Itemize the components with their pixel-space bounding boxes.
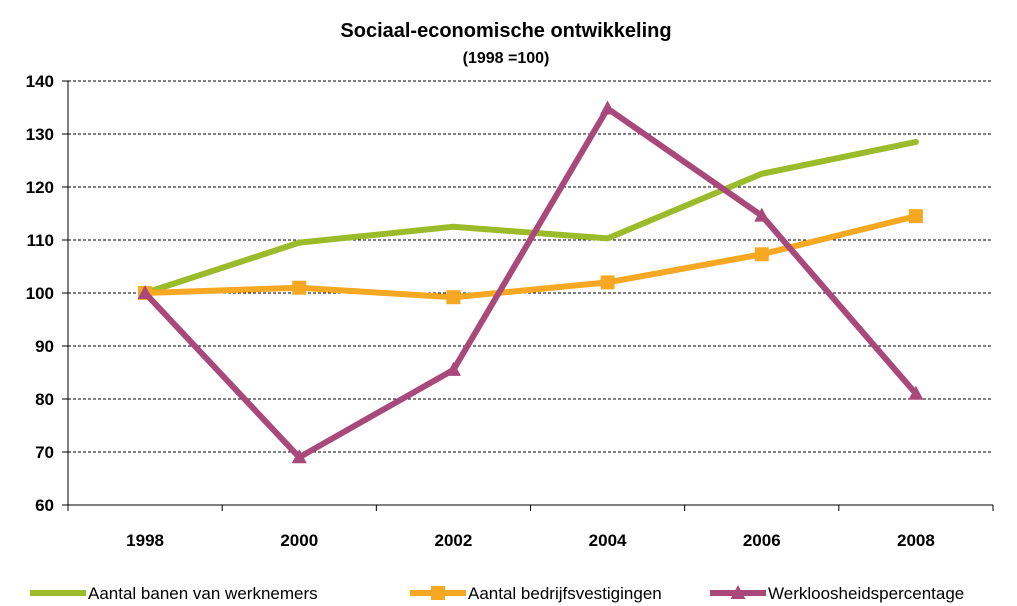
legend-item-2: Aantal bedrijfsvestigingen xyxy=(410,584,662,603)
legend: Aantal banen van werknemers Aantal bedrij… xyxy=(30,584,964,603)
x-tick-label-2002: 2002 xyxy=(435,531,473,550)
series-line-3 xyxy=(142,105,919,461)
y-tick-label-130: 130 xyxy=(26,125,54,144)
legend-marker xyxy=(431,586,445,600)
y-axis-ticks: 60 70 80 90 100 110 120 130 140 xyxy=(26,72,68,515)
legend-item-1: Aantal banen van werknemers xyxy=(30,584,318,603)
legend-marker xyxy=(730,585,746,599)
y-tick-label-80: 80 xyxy=(35,390,54,409)
legend-item-3: Werkloosheidspercentage xyxy=(710,584,964,603)
y-tick-label-60: 60 xyxy=(35,496,54,515)
series-3 xyxy=(137,100,924,464)
x-axis-ticks: 1998 2000 2002 2004 2006 2008 xyxy=(67,505,994,550)
data-point-2000 xyxy=(292,280,307,295)
y-tick-label-100: 100 xyxy=(26,284,54,303)
data-point-2002 xyxy=(446,290,461,305)
x-tick-label-2008: 2008 xyxy=(897,531,935,550)
data-point-2008 xyxy=(908,209,923,224)
data-point-2000 xyxy=(291,449,307,464)
x-tick-label-2004: 2004 xyxy=(589,531,627,550)
y-tick-label-70: 70 xyxy=(35,443,54,462)
legend-label: Werkloosheidspercentage xyxy=(768,584,964,603)
data-point-1998 xyxy=(137,285,153,299)
series-1 xyxy=(142,138,919,296)
x-tick-label-1998: 1998 xyxy=(126,531,164,550)
gridlines xyxy=(68,80,993,453)
chart-subtitle: (1998 =100) xyxy=(463,50,550,67)
x-tick-label-2006: 2006 xyxy=(743,531,781,550)
data-point-2002 xyxy=(445,361,461,376)
x-tick-label-2000: 2000 xyxy=(280,531,318,550)
y-tick-label-140: 140 xyxy=(26,72,54,91)
data-point-2006 xyxy=(754,207,770,222)
series-line-1 xyxy=(142,138,919,296)
data-point-2008 xyxy=(908,385,924,400)
legend-label: Aantal banen van werknemers xyxy=(88,584,318,603)
y-tick-label-110: 110 xyxy=(27,231,54,250)
data-point-2006 xyxy=(754,247,769,262)
chart-title: Sociaal-economische ontwikkeling xyxy=(340,20,671,42)
legend-label: Aantal bedrijfsvestigingen xyxy=(468,584,662,603)
y-tick-label-90: 90 xyxy=(35,337,54,356)
series-group xyxy=(137,100,924,464)
data-point-2004 xyxy=(600,275,615,290)
data-point-2004 xyxy=(600,100,616,115)
y-tick-label-120: 120 xyxy=(26,178,54,197)
